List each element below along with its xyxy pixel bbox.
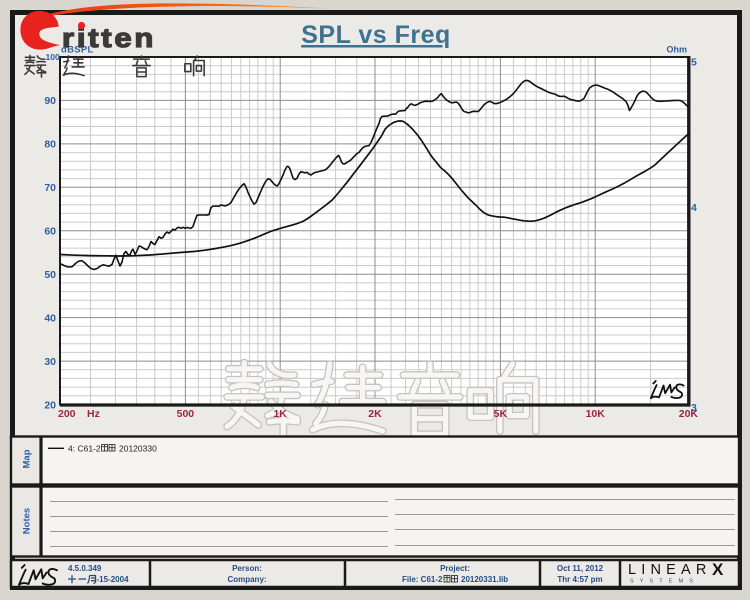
svg-text:500: 500: [177, 408, 195, 420]
svg-text:50: 50: [44, 269, 56, 281]
svg-text:20120331.lib: 20120331.lib: [461, 575, 508, 584]
svg-text:dBSPL: dBSPL: [61, 45, 94, 56]
svg-text:3: 3: [691, 402, 697, 414]
svg-text:30: 30: [44, 356, 56, 368]
svg-text:80: 80: [44, 139, 56, 151]
svg-text:ritten: ritten: [62, 24, 156, 54]
svg-text:20: 20: [44, 399, 56, 411]
svg-text:60: 60: [44, 226, 56, 238]
svg-text:5: 5: [691, 57, 697, 69]
svg-text:Company:: Company:: [227, 575, 266, 584]
svg-text:File: C61-2: File: C61-2: [402, 575, 443, 584]
svg-text:1K: 1K: [273, 408, 287, 420]
svg-text:Notes: Notes: [22, 508, 33, 534]
svg-text:LINEAR: LINEAR: [628, 562, 712, 578]
svg-text:4: 4: [691, 202, 697, 214]
svg-text:Map: Map: [22, 449, 33, 468]
svg-text:Ohm: Ohm: [666, 45, 687, 55]
svg-text:4.5.0.349: 4.5.0.349: [68, 564, 102, 573]
svg-text:-15-2004: -15-2004: [97, 575, 130, 584]
svg-text:20120330: 20120330: [119, 444, 157, 454]
svg-text:5K: 5K: [494, 408, 508, 420]
svg-text:Person:: Person:: [232, 564, 262, 573]
svg-text:SPL vs Freq: SPL vs Freq: [301, 21, 451, 49]
svg-text:10K: 10K: [586, 408, 606, 420]
svg-text:100: 100: [46, 52, 60, 62]
svg-text:4: C61-2: 4: C61-2: [68, 444, 101, 454]
svg-text:Hz: Hz: [87, 408, 100, 420]
svg-text:SYSTEMS: SYSTEMS: [630, 579, 699, 585]
svg-text:Project:: Project:: [440, 564, 470, 573]
svg-text:70: 70: [44, 182, 56, 194]
svg-text:20K: 20K: [679, 408, 699, 420]
svg-text:40: 40: [44, 312, 56, 324]
svg-text:90: 90: [44, 95, 56, 107]
svg-text:X: X: [712, 560, 724, 579]
svg-text:Thr 4:57 pm: Thr 4:57 pm: [557, 575, 602, 584]
svg-text:2K: 2K: [368, 408, 382, 420]
svg-text:200: 200: [58, 408, 76, 420]
svg-text:Oct 11, 2012: Oct 11, 2012: [557, 564, 604, 573]
